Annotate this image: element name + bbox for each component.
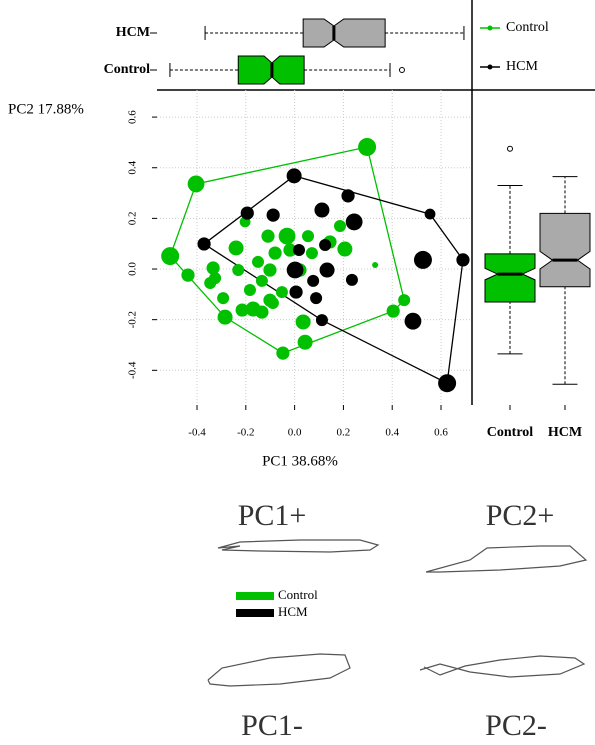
point	[232, 264, 245, 277]
point	[289, 285, 303, 299]
category-label: HCM	[116, 25, 150, 40]
point	[315, 314, 328, 327]
legend-label: HCM	[278, 604, 308, 619]
hull	[169, 146, 405, 354]
legend-swatch	[236, 592, 274, 600]
category-label: HCM	[548, 425, 582, 440]
point	[278, 227, 296, 245]
y-tick-label: -0.2	[127, 311, 139, 328]
point	[263, 263, 277, 277]
x-tick-label: 0.0	[288, 427, 302, 439]
point	[305, 247, 318, 260]
x-tick-label: -0.2	[237, 427, 254, 439]
box	[302, 18, 386, 48]
legend-label: HCM	[506, 59, 538, 74]
point	[456, 253, 470, 267]
point	[283, 243, 297, 257]
point	[217, 292, 230, 305]
point	[337, 241, 353, 257]
point	[372, 261, 379, 268]
point	[424, 208, 436, 220]
point	[255, 274, 268, 287]
point	[181, 268, 195, 282]
point	[438, 374, 457, 393]
shape-outline	[425, 545, 588, 573]
point	[286, 168, 302, 184]
y-tick-label: -0.4	[127, 361, 139, 379]
point	[206, 261, 220, 275]
point	[345, 273, 358, 286]
point	[187, 175, 205, 193]
legend-label: Control	[278, 587, 318, 602]
legend-swatch	[236, 609, 274, 617]
point	[314, 202, 330, 218]
point	[286, 261, 304, 279]
point	[297, 334, 313, 350]
y-tick-label: 0.0	[127, 262, 139, 276]
point	[307, 274, 320, 287]
point	[341, 189, 355, 203]
point	[161, 247, 180, 266]
legend-dot	[487, 64, 493, 70]
x-axis-label: PC1 38.68%	[262, 453, 338, 469]
point	[266, 208, 280, 222]
y-axis-label: PC2 17.88%	[8, 101, 84, 117]
outlier	[507, 145, 513, 152]
outlier	[398, 67, 405, 73]
box	[484, 253, 536, 303]
point	[293, 244, 306, 257]
category-label: Control	[487, 425, 534, 440]
shape-outline	[419, 655, 586, 678]
shape-label: PC2+	[486, 499, 555, 532]
x-tick-label: 0.4	[385, 427, 399, 439]
legend-label: Control	[506, 20, 549, 35]
legend-dot	[487, 25, 493, 31]
point	[255, 305, 269, 319]
y-tick-label: 0.2	[127, 212, 139, 226]
point	[217, 309, 233, 325]
category-label: Control	[104, 62, 151, 77]
point	[333, 219, 346, 232]
x-tick-label: 0.6	[434, 427, 448, 439]
x-tick-label: 0.2	[337, 427, 351, 439]
shape-label: PC2-	[485, 709, 547, 742]
point	[261, 229, 275, 243]
point	[275, 286, 288, 299]
hull	[202, 175, 464, 385]
point	[302, 230, 315, 243]
point	[345, 213, 363, 231]
shape-label: PC1-	[241, 709, 303, 742]
point	[319, 238, 332, 251]
point	[276, 346, 290, 360]
point	[413, 250, 432, 269]
point	[295, 314, 311, 330]
point	[228, 240, 244, 256]
point	[240, 206, 254, 220]
box	[539, 212, 591, 288]
point	[404, 312, 422, 330]
point	[197, 237, 211, 251]
shape-outline	[207, 653, 351, 687]
point	[358, 137, 377, 156]
point	[319, 262, 335, 278]
shape-label: PC1+	[238, 499, 307, 532]
point	[252, 255, 265, 268]
point	[235, 303, 249, 317]
point	[209, 272, 222, 285]
shape-outline	[217, 539, 380, 553]
point	[266, 296, 279, 309]
x-tick-label: -0.4	[188, 427, 206, 439]
point	[386, 304, 400, 318]
y-tick-label: 0.4	[127, 160, 139, 174]
point	[243, 284, 256, 297]
point	[310, 292, 323, 305]
point	[398, 294, 411, 307]
y-tick-label: 0.6	[127, 110, 139, 124]
point	[268, 246, 282, 260]
